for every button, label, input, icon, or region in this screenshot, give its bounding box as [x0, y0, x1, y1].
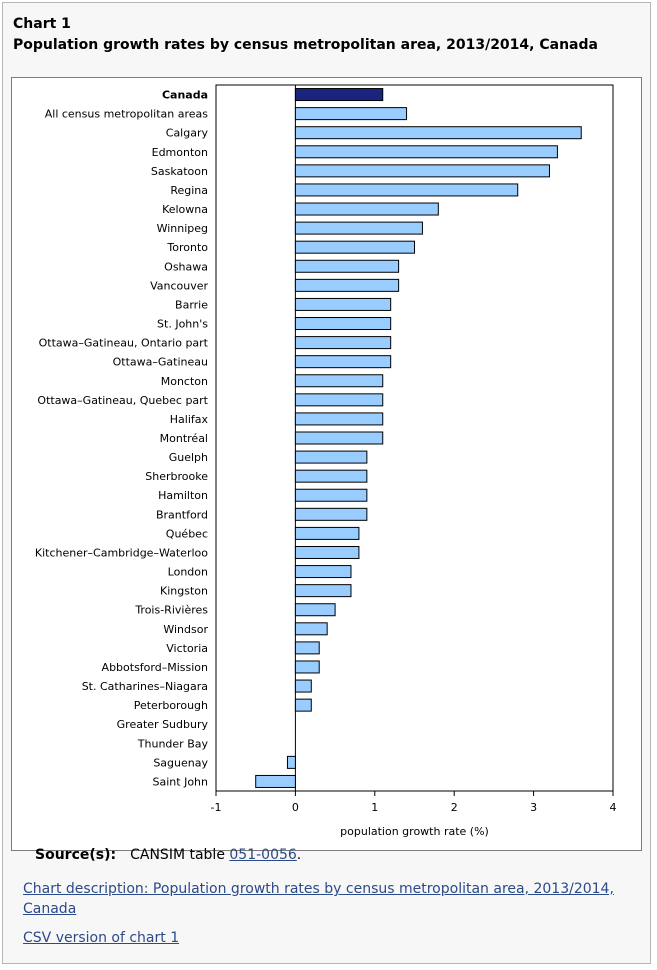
category-label-21: Hamilton	[158, 489, 208, 502]
csv-version-link[interactable]: CSV version of chart 1	[23, 930, 180, 946]
bar-19	[294, 450, 368, 464]
bar-9	[294, 259, 400, 273]
bar-18	[294, 431, 384, 445]
bar-15	[294, 374, 384, 388]
bar-23	[294, 526, 360, 540]
category-label-3: Edmonton	[152, 146, 208, 159]
chart-description-link[interactable]: Chart description: Population growth rat…	[23, 881, 614, 917]
category-label-25: London	[168, 566, 208, 579]
source-text: CANSIM table	[130, 847, 230, 863]
category-label-24: Kitchener–Cambridge–Waterloo	[35, 546, 208, 559]
bar-20	[294, 469, 368, 483]
bar-32	[294, 698, 312, 712]
bar-27	[294, 603, 336, 617]
source-suffix: .	[296, 847, 302, 863]
bar-12	[294, 317, 392, 331]
category-label-33: Greater Sudbury	[117, 718, 209, 731]
category-label-36: Saint John	[153, 775, 209, 788]
category-label-20: Sherbrooke	[145, 470, 208, 483]
category-label-27: Trois-Rivières	[134, 604, 208, 617]
bar-2	[294, 126, 582, 140]
category-label-9: Oshawa	[164, 260, 208, 273]
bar-24	[294, 545, 360, 559]
x-tick-label-4: 3	[530, 801, 537, 814]
x-tick-label-3: 2	[451, 801, 458, 814]
bar-4	[294, 164, 550, 178]
category-label-0: Canada	[162, 89, 208, 102]
category-label-34: Thunder Bay	[137, 737, 209, 750]
bar-13	[294, 336, 392, 350]
bar-35	[286, 755, 296, 769]
x-tick-label-5: 4	[610, 801, 617, 814]
category-label-18: Montréal	[160, 432, 208, 445]
category-label-12: St. John's	[157, 318, 208, 331]
x-tick-label-0: -1	[211, 801, 222, 814]
category-label-2: Calgary	[166, 127, 209, 140]
category-label-32: Peterborough	[134, 699, 208, 712]
category-label-5: Regina	[170, 184, 208, 197]
bar-26	[294, 584, 352, 598]
category-label-35: Saguenay	[153, 756, 208, 769]
bar-chart: Canada All census metropolitan areas Calga…	[35, 84, 617, 838]
category-label-29: Victoria	[166, 642, 208, 655]
bar-1	[294, 107, 408, 121]
bar-10	[294, 278, 400, 292]
category-label-22: Brantford	[156, 508, 208, 521]
category-label-6: Kelowna	[162, 203, 208, 216]
category-label-8: Toronto	[166, 241, 208, 254]
category-label-23: Québec	[166, 527, 208, 540]
category-label-31: St. Catharines–Niagara	[82, 680, 208, 693]
bar-21	[294, 488, 368, 502]
bar-31	[294, 679, 312, 693]
category-label-4: Saskatoon	[151, 165, 208, 178]
bar-11	[294, 297, 392, 311]
x-axis-label: population growth rate (%)	[340, 825, 489, 838]
bar-17	[294, 412, 384, 426]
chart-title: Population growth rates by census metrop…	[13, 37, 598, 53]
x-tick-label-2: 1	[371, 801, 378, 814]
category-label-11: Barrie	[175, 298, 208, 311]
category-label-10: Vancouver	[150, 279, 208, 292]
source-label: Source(s):	[35, 847, 117, 863]
category-label-14: Ottawa–Gatineau	[113, 356, 208, 369]
source-line: Source(s): CANSIM table 051-0056.	[35, 847, 301, 863]
category-label-28: Windsor	[163, 623, 208, 636]
bar-36	[255, 774, 296, 788]
bar-0	[294, 88, 384, 102]
x-tick-label-1: 0	[292, 801, 299, 814]
bar-6	[294, 202, 439, 216]
category-label-16: Ottawa–Gatineau, Quebec part	[37, 394, 208, 407]
bar-14	[294, 355, 392, 369]
bar-30	[294, 660, 320, 674]
category-label-1: All census metropolitan areas	[45, 108, 209, 121]
category-label-19: Guelph	[169, 451, 208, 464]
cansim-table-link[interactable]: 051-0056	[229, 847, 297, 863]
chart-number: Chart 1	[13, 16, 71, 32]
category-label-30: Abbotsford–Mission	[102, 661, 208, 674]
category-label-7: Winnipeg	[157, 222, 208, 235]
category-label-13: Ottawa–Gatineau, Ontario part	[39, 337, 209, 350]
chart-container: Chart 1 Population growth rates by censu…	[2, 2, 651, 964]
plot-frame	[215, 84, 614, 792]
bar-25	[294, 565, 352, 579]
category-label-15: Moncton	[161, 375, 208, 388]
bar-28	[294, 622, 328, 636]
bar-29	[294, 641, 320, 655]
bar-8	[294, 240, 415, 254]
category-label-26: Kingston	[160, 585, 208, 598]
bar-22	[294, 507, 368, 521]
bar-7	[294, 221, 423, 235]
bar-5	[294, 183, 519, 197]
category-label-17: Halifax	[170, 413, 209, 426]
bar-16	[294, 393, 384, 407]
bar-3	[294, 145, 558, 159]
